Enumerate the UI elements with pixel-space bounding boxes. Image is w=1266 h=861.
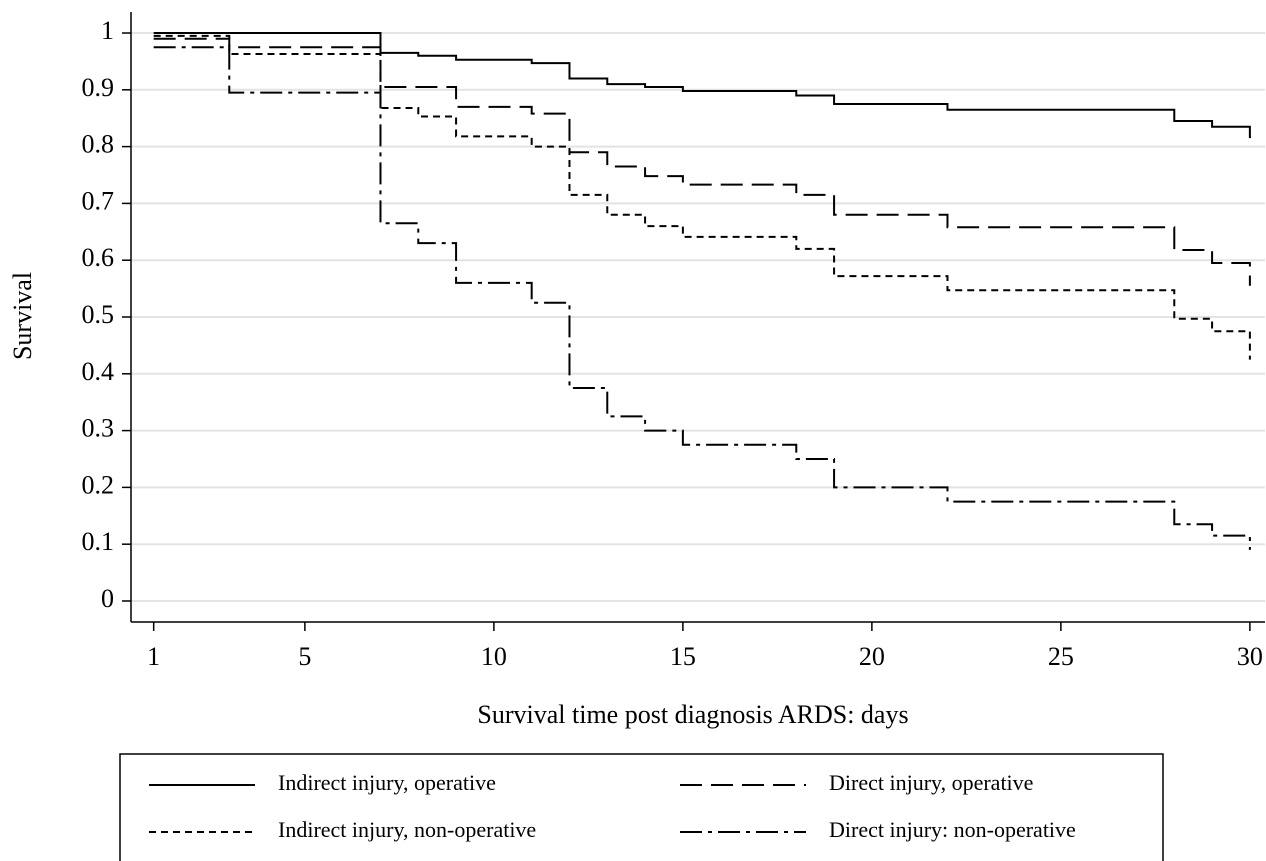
y-tick-label: 0 bbox=[101, 584, 114, 613]
y-tick-label: 0.4 bbox=[82, 357, 115, 386]
x-tick-label: 5 bbox=[298, 642, 311, 671]
y-tick-label: 0.9 bbox=[82, 73, 115, 102]
y-axis-title: Survival bbox=[8, 272, 37, 360]
y-tick-label: 0.6 bbox=[82, 243, 115, 272]
y-tick-label: 0.2 bbox=[82, 470, 115, 499]
x-tick-label: 10 bbox=[481, 642, 507, 671]
legend-label: Direct injury, operative bbox=[829, 770, 1033, 795]
y-tick-label: 0.5 bbox=[82, 300, 115, 329]
y-tick-label: 0.8 bbox=[82, 130, 115, 159]
legend-label: Indirect injury, non-operative bbox=[278, 817, 536, 842]
x-axis-title: Survival time post diagnosis ARDS: days bbox=[477, 700, 908, 729]
x-tick-label: 25 bbox=[1048, 642, 1074, 671]
y-tick-label: 0.3 bbox=[82, 414, 115, 443]
survival-line bbox=[153, 46, 1251, 550]
survival-line bbox=[153, 34, 1251, 360]
legend-label: Indirect injury, operative bbox=[278, 770, 496, 795]
y-tick-label: 1 bbox=[101, 16, 114, 45]
x-tick-label: 15 bbox=[670, 642, 696, 671]
x-tick-label: 1 bbox=[147, 642, 160, 671]
x-tick-label: 20 bbox=[859, 642, 885, 671]
survival-line bbox=[153, 37, 1251, 286]
y-tick-label: 0.7 bbox=[82, 186, 115, 215]
survival-line bbox=[153, 32, 1251, 139]
legend-label: Direct injury: non-operative bbox=[829, 817, 1076, 842]
x-tick-label: 30 bbox=[1237, 642, 1263, 671]
legend-box bbox=[119, 753, 1164, 861]
y-tick-label: 0.1 bbox=[82, 527, 115, 556]
